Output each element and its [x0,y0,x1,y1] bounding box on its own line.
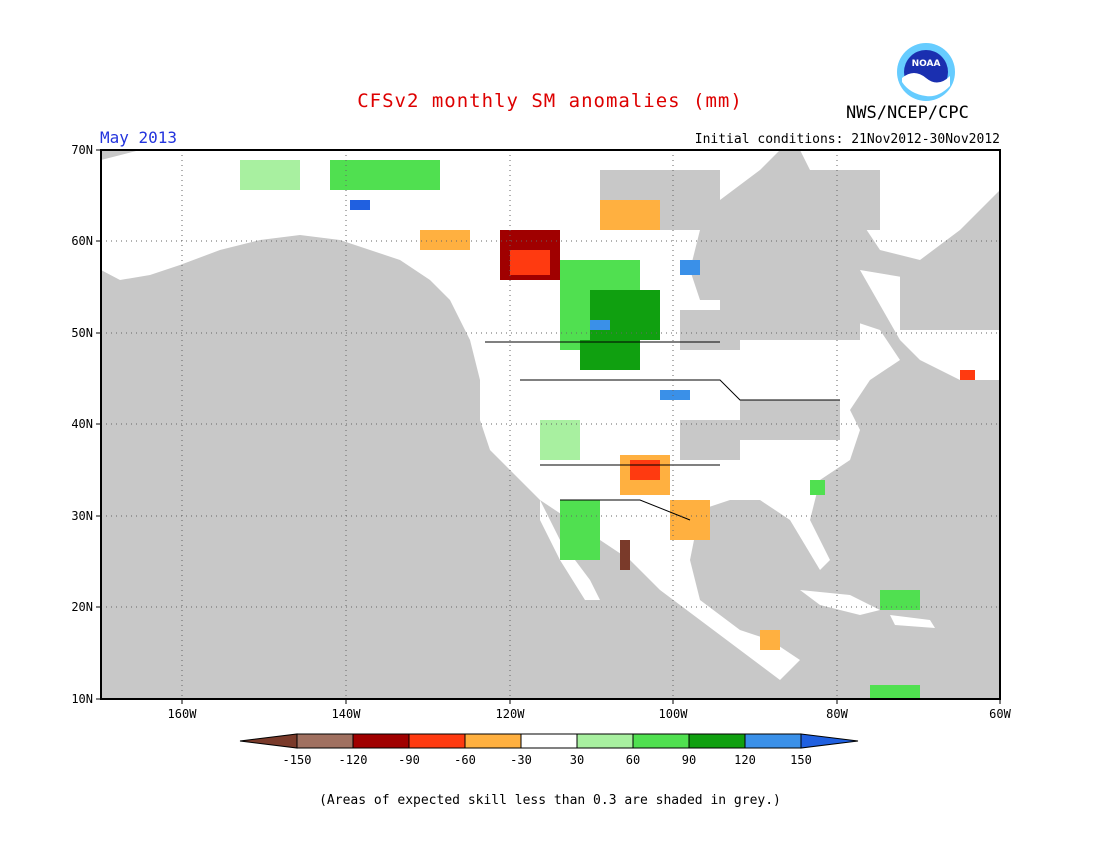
colorbar-low-arrow [239,733,298,749]
anomaly-cell [590,290,660,340]
anomaly-cells [240,160,975,699]
colorbar-label: -60 [454,753,476,767]
colorbar-label: -120 [339,753,368,767]
skill-footnote: (Areas of expected skill less than 0.3 a… [319,793,781,808]
colorbar-label: 60 [626,753,640,767]
colorbar-label: -30 [510,753,532,767]
map-title: CFSv2 monthly SM anomalies (mm) [357,90,743,112]
agency-label: NWS/NCEP/CPC [846,103,969,123]
colorbar-swatch [576,733,634,749]
colorbar-swatch [352,733,410,749]
lon-tick-label: 120W [496,707,526,721]
anomaly-cell [330,160,440,190]
colorbar-label: 150 [790,753,812,767]
valid-month-label: May 2013 [100,128,178,147]
lat-tick-label: 40N [71,417,93,431]
anomaly-cell [580,340,640,370]
lon-tick-label: 140W [332,707,362,721]
anomaly-cell [240,160,300,190]
lon-tick-label: 80W [826,707,848,721]
colorbar-label: 120 [734,753,756,767]
lat-tick-label: 10N [71,692,93,706]
lat-tick-label: 30N [71,509,93,523]
colorbar-swatch [744,733,802,749]
colorbar-label: 30 [570,753,584,767]
lon-tick-label: 160W [168,707,198,721]
anomaly-cell [960,370,975,380]
colorbar [239,733,859,749]
anomaly-cell [660,390,690,400]
anomaly-cell [510,250,550,275]
lon-tick-label: 60W [989,707,1011,721]
borders [485,341,840,521]
lon-tick-label: 100W [659,707,689,721]
lat-tick-label: 70N [71,143,93,157]
initial-conditions-label: Initial conditions: 21Nov2012-30Nov2012 [694,132,1000,147]
colorbar-label: -90 [398,753,420,767]
colorbar-swatch [520,733,578,749]
tick-marks [96,149,1001,704]
colorbar-swatch [296,733,354,749]
anomaly-cell [810,480,825,495]
anomaly-cell [620,540,630,570]
anomaly-cell [560,500,600,560]
anomaly-cell [760,630,780,650]
colorbar-label: -150 [283,753,312,767]
colorbar-swatch [632,733,690,749]
lat-tick-label: 20N [71,600,93,614]
anomaly-cell [420,230,470,250]
anomaly-cell [630,460,660,480]
colorbar-swatch [464,733,522,749]
lat-tick-label: 50N [71,326,93,340]
noaa-logo: NOAA [897,43,955,101]
colorbar-swatch [408,733,466,749]
anomaly-cell [590,320,610,330]
anomaly-cell [350,200,370,210]
anomaly-cell [540,420,580,460]
noaa-logo-text: NOAA [912,59,941,69]
anomaly-cell [680,260,700,275]
anomaly-cell [870,685,920,699]
colorbar-label: 90 [682,753,696,767]
colorbar-swatch [688,733,746,749]
colorbar-high-arrow [800,733,859,749]
lat-tick-label: 60N [71,234,93,248]
anomaly-cell [880,590,920,610]
anomaly-cell [600,200,660,230]
